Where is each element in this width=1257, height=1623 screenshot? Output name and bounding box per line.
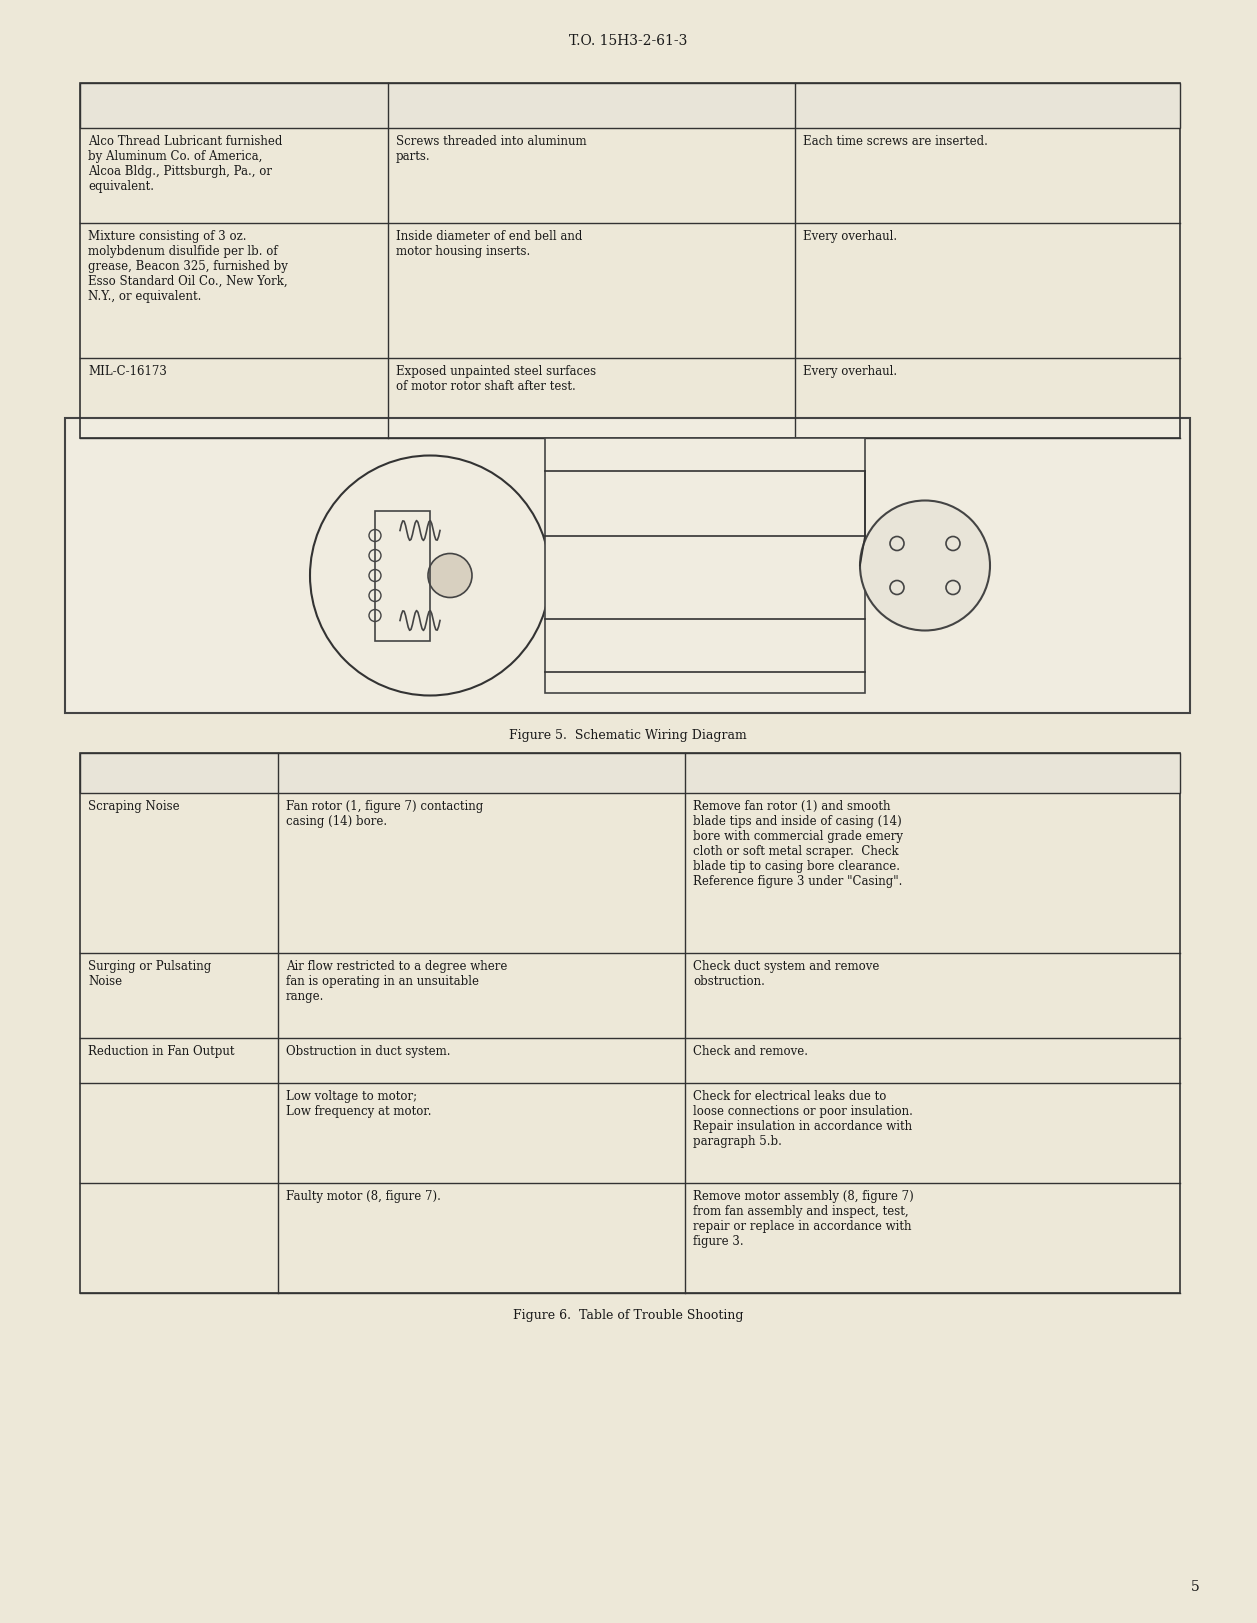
Text: Fan rotor (1, figure 7) contacting
casing (14) bore.: Fan rotor (1, figure 7) contacting casin… [287, 800, 483, 828]
Bar [80, 84, 1180, 438]
Text: B: B [957, 579, 965, 589]
Text: A: A [931, 536, 939, 545]
Text: LUBRICANT: LUBRICANT [194, 101, 274, 114]
Text: Air flow restricted to a degree where
fan is operating in an unsuitable
range.: Air flow restricted to a degree where fa… [287, 959, 508, 1003]
Text: LUBRICATION INTERVAL: LUBRICATION INTERVAL [904, 101, 1071, 114]
Text: Check and remove.: Check and remove. [693, 1044, 808, 1057]
Text: RECEPTACLE: RECEPTACLE [880, 479, 970, 492]
Text: Screws threaded into aluminum
parts.: Screws threaded into aluminum parts. [396, 135, 587, 162]
Text: RED: RED [564, 451, 592, 464]
Text: Mixture consisting of 3 oz.
molybdenum disulfide per lb. of
grease, Beacon 325, : Mixture consisting of 3 oz. molybdenum d… [88, 230, 288, 304]
Bar [80, 84, 1180, 128]
Text: Every overhaul.: Every overhaul. [803, 230, 897, 243]
Text: Figure 6.  Table of Trouble Shooting: Figure 6. Table of Trouble Shooting [513, 1308, 743, 1321]
Text: T2: T2 [660, 599, 675, 612]
Text: Reduction in Fan Output: Reduction in Fan Output [88, 1044, 235, 1057]
Text: Faulty motor (8, figure 7).: Faulty motor (8, figure 7). [287, 1190, 441, 1203]
Text: REMEDY: REMEDY [903, 768, 962, 781]
Bar [65, 419, 1190, 714]
Text: T0: T0 [660, 516, 675, 529]
Bar [80, 753, 1180, 1294]
Bar [375, 511, 430, 641]
Text: BLUE: BLUE [564, 651, 600, 664]
Text: Obstruction in duct system.: Obstruction in duct system. [287, 1044, 450, 1057]
Circle shape [860, 502, 991, 631]
Text: Alco Thread Lubricant furnished
by Aluminum Co. of America,
Alcoa Bldg., Pittsbu: Alco Thread Lubricant furnished by Alumi… [88, 135, 283, 193]
Text: C: C [901, 579, 910, 589]
Text: YELLOW: YELLOW [564, 599, 618, 612]
Text: T3: T3 [660, 651, 675, 664]
Text: WHITE: WHITE [564, 516, 608, 529]
Text: Check duct system and remove
obstruction.: Check duct system and remove obstruction… [693, 959, 880, 987]
Text: Figure 5.  Schematic Wiring Diagram: Figure 5. Schematic Wiring Diagram [509, 729, 747, 742]
Text: D: D [874, 536, 882, 545]
Text: Low voltage to motor;
Low frequency at motor.: Low voltage to motor; Low frequency at m… [287, 1089, 431, 1117]
Bar [546, 438, 865, 693]
Text: Surging or Pulsating
Noise: Surging or Pulsating Noise [88, 959, 211, 987]
Text: LUBRICATION POINT: LUBRICATION POINT [520, 101, 662, 114]
Text: T1: T1 [660, 451, 675, 464]
Text: MIL-C-16173: MIL-C-16173 [88, 365, 167, 378]
Text: PROBABLE CAUSE: PROBABLE CAUSE [420, 768, 543, 781]
Circle shape [427, 553, 471, 599]
Text: Remove motor assembly (8, figure 7)
from fan assembly and inspect, test,
repair : Remove motor assembly (8, figure 7) from… [693, 1190, 914, 1246]
Text: PHASE SEQUENCE TO BE
RED, YELLOW, BLUE FOR
CCW ROTATION VIEWED
FROM INTAKE: PHASE SEQUENCE TO BE RED, YELLOW, BLUE F… [80, 484, 253, 542]
Text: Every overhaul.: Every overhaul. [803, 365, 897, 378]
Text: Remove fan rotor (1) and smooth
blade tips and inside of casing (14)
bore with c: Remove fan rotor (1) and smooth blade ti… [693, 800, 903, 888]
Text: MOTOR: MOTOR [314, 469, 366, 482]
Text: TROUBLE: TROUBLE [146, 768, 211, 781]
Text: 5: 5 [1192, 1579, 1200, 1594]
Text: Scraping Noise: Scraping Noise [88, 800, 180, 813]
Text: Each time screws are inserted.: Each time screws are inserted. [803, 135, 988, 148]
Text: Figure 4.  Table of Lubrication: Figure 4. Table of Lubrication [530, 451, 725, 464]
Text: Check for electrical leaks due to
loose connections or poor insulation.
Repair i: Check for electrical leaks due to loose … [693, 1089, 913, 1147]
Text: T.O. 15H3-2-61-3: T.O. 15H3-2-61-3 [569, 34, 688, 49]
Text: Inside diameter of end bell and
motor housing inserts.: Inside diameter of end bell and motor ho… [396, 230, 582, 258]
Text: Exposed unpainted steel surfaces
of motor rotor shaft after test.: Exposed unpainted steel surfaces of moto… [396, 365, 596, 393]
Bar [80, 753, 1180, 794]
